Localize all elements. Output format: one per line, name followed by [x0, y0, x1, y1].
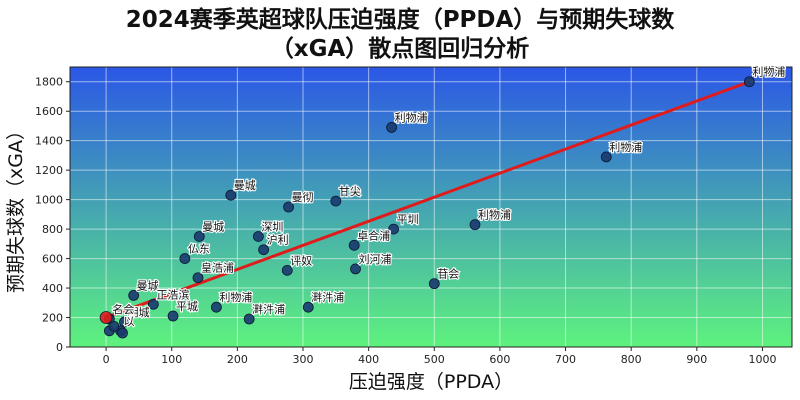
y-tick-label: 0: [56, 341, 63, 354]
point-label: 沪利: [267, 233, 289, 247]
x-tick-label: 600: [489, 353, 510, 366]
point-label: 明城: [127, 306, 149, 319]
x-tick-label: 900: [686, 353, 707, 366]
point-label: 刘河浦: [359, 253, 392, 266]
data-point: [167, 310, 179, 322]
data-point: [192, 272, 204, 284]
point-label: 皇浩浦: [201, 261, 234, 275]
point-label: 利物浦: [395, 110, 428, 124]
point-label: 利物浦: [219, 290, 252, 304]
point-label: 名会: [112, 302, 134, 316]
data-point: [388, 223, 399, 235]
data-point: [210, 301, 222, 313]
point-label: 平圳: [397, 213, 419, 226]
x-tick-label: 400: [358, 353, 379, 366]
y-tick-label: 400: [42, 282, 63, 295]
x-axis-label: 压迫强度（PPDA）: [349, 371, 513, 393]
y-tick-label: 600: [42, 253, 63, 266]
point-label: 苷会: [437, 267, 459, 281]
data-points: [99, 76, 755, 339]
data-point: [386, 122, 398, 133]
point-label: 曼彻: [292, 191, 314, 204]
highlight-point: [99, 311, 113, 324]
data-point: [179, 253, 191, 264]
data-point: [119, 316, 130, 328]
point-label: 卓合浦: [357, 228, 390, 242]
axis-ticks: 0 100 200 300 400 500 600 700 800 900 1000 0 200 400 6…: [35, 76, 776, 366]
point-label: 平城: [176, 300, 198, 313]
x-tick-label: 1000: [748, 353, 776, 366]
data-point: [348, 239, 360, 251]
data-point: [283, 201, 294, 213]
data-point: [108, 320, 120, 332]
x-tick-label: 200: [227, 353, 248, 366]
point-label: 利物浦: [478, 208, 511, 222]
data-point: [281, 264, 293, 276]
chart-title-line1: 2024赛季英超球队压迫强度（PPDA）与预期失球数: [126, 6, 676, 33]
point-label: 曼城: [234, 179, 256, 192]
point-label: 深圳: [261, 220, 283, 233]
plot-area: [70, 67, 792, 347]
y-tick-label: 1000: [35, 194, 63, 207]
plot-frame: [69, 66, 793, 348]
point-label: 溿汼浦: [311, 291, 344, 304]
point-label: 曼城: [202, 220, 224, 233]
point-label: 评奴: [290, 253, 312, 267]
data-point: [350, 263, 361, 275]
point-label: 曼城: [137, 279, 159, 292]
data-point: [117, 327, 128, 339]
point-labels: 利物浦利物浦利物浦曼城曼彻 甘尖平圳 利物浦曼城 深圳沪利 卓合浦仏东评奴 刘河浦皇浩浦苷…: [111, 64, 786, 329]
chart-title-line2: （xGA）散点图回归分析: [271, 35, 530, 62]
x-tick-label: 800: [621, 353, 642, 366]
y-tick-label: 200: [42, 312, 63, 325]
data-point: [128, 290, 140, 301]
y-tick-label: 1200: [35, 164, 63, 177]
data-point: [258, 244, 270, 256]
y-tick-label: 800: [42, 223, 63, 236]
x-tick-label: 0: [103, 353, 110, 366]
data-point: [302, 301, 314, 313]
data-point: [428, 278, 440, 290]
data-point: [147, 298, 159, 310]
point-label: 利物浦: [752, 65, 785, 79]
y-axis-label: 预期失球数（xGA）: [5, 121, 27, 293]
data-point: [330, 195, 342, 207]
y-tick-label: 1800: [35, 76, 63, 89]
point-label: 以: [124, 315, 135, 328]
x-tick-label: 500: [424, 353, 445, 366]
point-label: 正浩滨: [156, 287, 189, 301]
data-point: [600, 151, 612, 163]
data-point: [193, 231, 205, 242]
data-point: [252, 231, 264, 242]
data-point: [225, 189, 237, 201]
data-point: [469, 219, 481, 231]
x-tick-label: 100: [161, 353, 182, 366]
x-tick-label: 700: [555, 353, 576, 366]
point-label: 甘尖: [339, 185, 361, 198]
data-point: [743, 76, 755, 88]
point-label: 利物浦: [609, 140, 642, 154]
point-label: 仏东: [188, 243, 210, 256]
point-label: 溿汼浦: [252, 303, 285, 316]
y-tick-label: 1400: [35, 135, 63, 148]
data-point: [243, 313, 255, 325]
x-tick-label: 300: [293, 353, 314, 366]
regression-line: [105, 80, 750, 319]
y-tick-label: 1600: [35, 105, 63, 118]
